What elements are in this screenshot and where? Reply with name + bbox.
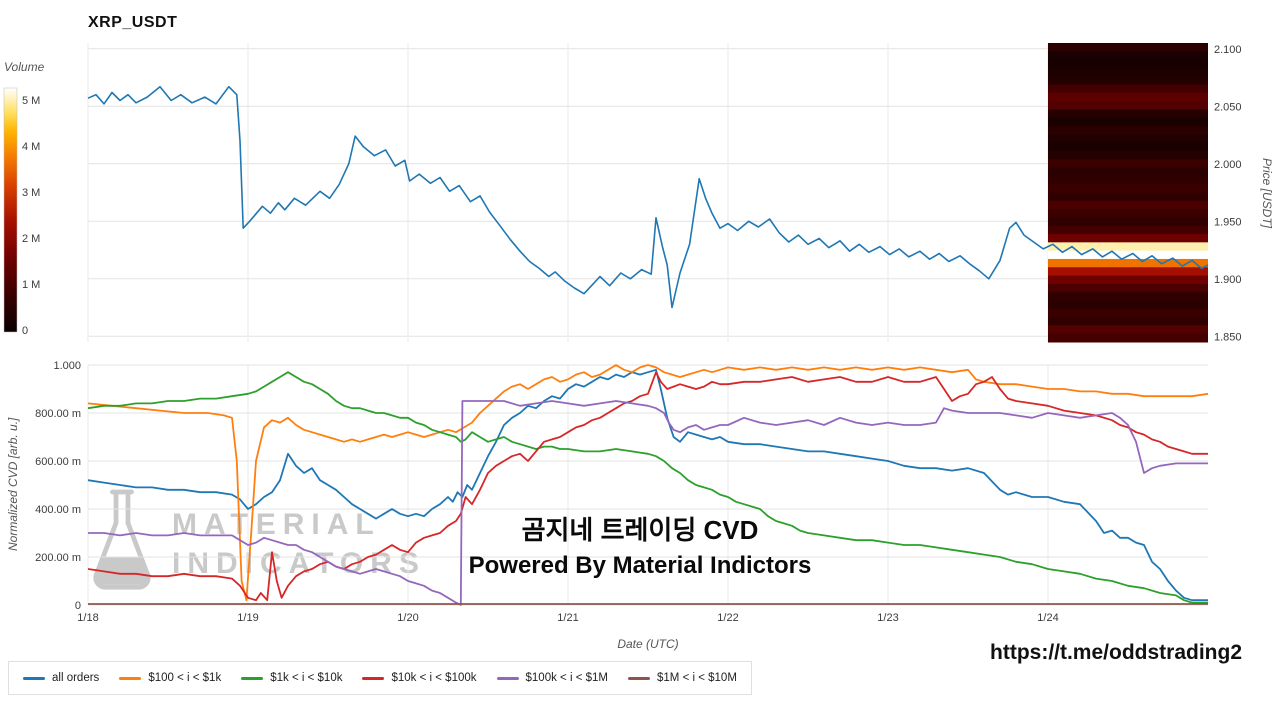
cvd-line-100-i-1k — [87, 364, 1209, 602]
svg-text:200.00 m: 200.00 m — [35, 552, 81, 564]
svg-text:600.00 m: 600.00 m — [35, 456, 81, 468]
svg-text:1/24: 1/24 — [1037, 612, 1058, 624]
legend-swatch — [241, 676, 264, 680]
svg-text:1 M: 1 M — [22, 279, 40, 291]
price-grid — [87, 43, 1208, 342]
svg-text:1.900: 1.900 — [1214, 274, 1242, 286]
legend-item-10k-i-100k[interactable]: $10k < i < $100k — [362, 672, 477, 684]
cvd-line-all-orders — [87, 368, 1208, 602]
svg-text:1/20: 1/20 — [397, 612, 418, 624]
svg-text:3 M: 3 M — [22, 187, 40, 199]
svg-text:1.000: 1.000 — [53, 360, 81, 372]
volume-colorbar: 5 M 4 M 3 M 2 M 1 M 0 — [3, 87, 40, 337]
cvd-lines — [87, 364, 1209, 606]
date-axis-ticks: 1/18 1/19 1/20 1/21 1/22 1/23 1/24 — [77, 612, 1058, 624]
legend-label: $10k < i < $100k — [391, 672, 477, 684]
svg-text:4 M: 4 M — [22, 141, 40, 153]
svg-text:1/21: 1/21 — [557, 612, 578, 624]
svg-text:2 M: 2 M — [22, 233, 40, 245]
cvd-line-1k-i-10k — [87, 371, 1208, 604]
legend-item-all-orders[interactable]: all orders — [23, 672, 99, 684]
svg-text:400.00 m: 400.00 m — [35, 504, 81, 516]
svg-text:1/19: 1/19 — [237, 612, 258, 624]
svg-text:1.850: 1.850 — [1214, 331, 1242, 343]
svg-text:5 M: 5 M — [22, 95, 40, 107]
legend-swatch — [362, 676, 385, 680]
legend-label: $1M < i < $10M — [657, 672, 737, 684]
price-line — [87, 85, 1209, 309]
cvd-grid — [87, 364, 1208, 606]
legend-item-1k-i-10k[interactable]: $1k < i < $10k — [241, 672, 342, 684]
cvd-axis-ticks: 0 200.00 m 400.00 m 600.00 m 800.00 m 1.000 — [35, 360, 81, 612]
legend-swatch — [23, 676, 45, 680]
legend-item-1m-i-10m[interactable]: $1M < i < $10M — [628, 672, 737, 684]
svg-text:1.950: 1.950 — [1214, 216, 1242, 228]
legend-swatch — [628, 676, 650, 680]
svg-text:0: 0 — [75, 600, 81, 612]
legend-swatch — [496, 676, 519, 680]
svg-text:2.100: 2.100 — [1214, 44, 1242, 56]
legend-label: all orders — [52, 672, 100, 684]
legend-swatch — [119, 676, 142, 680]
series-legend: all orders $100 < i < $1k $1k < i < $10k $1… — [8, 661, 752, 695]
svg-text:2.000: 2.000 — [1214, 159, 1242, 171]
legend-label: $1k < i < $10k — [270, 672, 343, 684]
legend-label: $100 < i < $1k — [148, 672, 222, 684]
cvd-line-10k-i-100k — [87, 371, 1208, 602]
svg-text:1/22: 1/22 — [717, 612, 738, 624]
price-axis-ticks: 2.100 2.050 2.000 1.950 1.900 1.850 — [1214, 44, 1242, 344]
cvd-line-100k-i-1m — [88, 400, 1208, 606]
volume-heatmap — [1048, 43, 1208, 343]
legend-label: $100k < i < $1M — [525, 672, 608, 684]
legend-item-100-i-1k[interactable]: $100 < i < $1k — [119, 672, 221, 684]
svg-text:1/23: 1/23 — [877, 612, 898, 624]
svg-text:800.00 m: 800.00 m — [35, 408, 81, 420]
symbol-title: XRP_USDT — [88, 14, 178, 31]
svg-text:1/18: 1/18 — [77, 612, 98, 624]
telegram-url: https://t.me/oddstrading2 — [990, 641, 1242, 664]
svg-text:0: 0 — [22, 325, 28, 337]
legend-item-100k-i-1m[interactable]: $100k < i < $1M — [496, 672, 608, 684]
svg-text:2.050: 2.050 — [1214, 101, 1242, 113]
